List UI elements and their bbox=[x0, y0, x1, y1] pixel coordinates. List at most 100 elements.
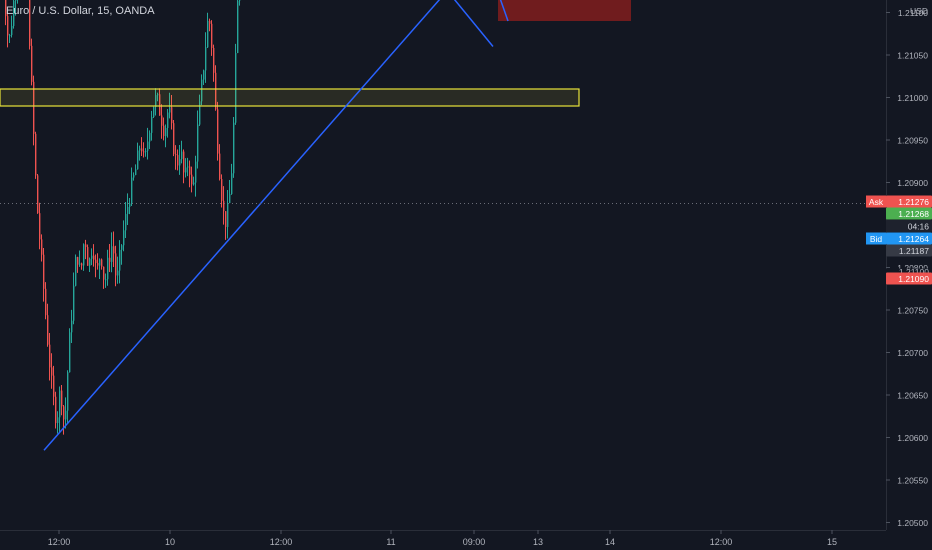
trendlines-layer[interactable] bbox=[43, 0, 596, 451]
candle-body bbox=[111, 246, 113, 262]
countdown-label-bg bbox=[886, 220, 932, 232]
price-axis-tick-label: 1.21050 bbox=[897, 51, 928, 61]
major-uptrend-line[interactable] bbox=[43, 0, 596, 451]
candle-body bbox=[37, 175, 39, 214]
candle-body bbox=[155, 95, 157, 108]
candle-body bbox=[63, 406, 65, 420]
candle-body bbox=[235, 52, 237, 123]
candle-body bbox=[59, 390, 61, 418]
candle-body bbox=[159, 94, 161, 116]
candles-layer bbox=[5, 0, 241, 435]
candle-body bbox=[117, 270, 119, 276]
wedge-lower-line[interactable] bbox=[378, 0, 494, 47]
candle-body bbox=[71, 320, 73, 333]
candle-body bbox=[61, 390, 63, 407]
candle-body bbox=[187, 166, 189, 168]
stop-price-label-bg bbox=[886, 272, 932, 285]
candle-body bbox=[197, 124, 199, 162]
candle-body bbox=[157, 94, 159, 96]
entry-level-label: 1.21187 bbox=[899, 246, 929, 256]
candle-body bbox=[203, 70, 205, 80]
price-axis-tick-label: 1.20950 bbox=[897, 136, 928, 146]
candle-body bbox=[127, 206, 129, 214]
candle-body bbox=[211, 23, 213, 48]
candle-body bbox=[179, 159, 181, 166]
candle-body bbox=[35, 133, 37, 176]
candle-body bbox=[91, 255, 93, 259]
candle-body bbox=[5, 0, 7, 17]
candle-body bbox=[97, 263, 99, 266]
candle-body bbox=[153, 107, 155, 118]
candle-body bbox=[53, 375, 55, 397]
candle-body bbox=[133, 174, 135, 178]
candle-body bbox=[225, 211, 227, 227]
candle-body bbox=[167, 112, 169, 129]
candle-body bbox=[229, 193, 231, 203]
candle-body bbox=[79, 263, 81, 265]
candle-body bbox=[85, 244, 87, 248]
candle-body bbox=[75, 257, 77, 286]
candle-body bbox=[215, 72, 217, 110]
candle-body bbox=[81, 263, 83, 266]
long-position-tool[interactable] bbox=[498, 0, 631, 21]
candle-body bbox=[213, 47, 215, 73]
candle-body bbox=[239, 0, 241, 1]
bid-label: Bid bbox=[870, 234, 883, 244]
time-axis-tick-label: 15 bbox=[827, 537, 837, 547]
price-axis-tick-label: 1.20500 bbox=[897, 518, 928, 528]
ask-price-label-bg bbox=[886, 195, 932, 208]
time-axis-tick-label: 12:00 bbox=[270, 537, 293, 547]
price-axis-tick-label: 1.21100 bbox=[898, 8, 928, 18]
candle-body bbox=[43, 254, 45, 289]
candle-body bbox=[199, 101, 201, 125]
currency-label: USD bbox=[910, 6, 928, 16]
price-axis-tick-label: 1.20900 bbox=[897, 178, 928, 188]
price-axis-tick-label: 1.21000 bbox=[897, 93, 928, 103]
candle-body bbox=[69, 332, 71, 373]
candle-body bbox=[109, 257, 111, 262]
time-axis-tick-label: 12:00 bbox=[710, 537, 733, 547]
candle-body bbox=[105, 279, 107, 281]
ask-label: Ask bbox=[869, 197, 884, 207]
candle-body bbox=[201, 79, 203, 102]
candle-body bbox=[129, 203, 131, 207]
candle-body bbox=[103, 266, 105, 280]
candle-body bbox=[191, 174, 193, 185]
stop-price-label: 1.21090 bbox=[898, 274, 929, 284]
candle-body bbox=[7, 16, 9, 36]
candle-body bbox=[151, 117, 153, 133]
price-axis-tick-label: 1.20700 bbox=[897, 348, 928, 358]
candle-body bbox=[13, 0, 15, 26]
time-axis-tick-label: 13 bbox=[533, 537, 543, 547]
candle-body bbox=[233, 122, 235, 174]
candle-body bbox=[231, 173, 233, 194]
candle-body bbox=[195, 161, 197, 183]
time-axis[interactable]: 12:00 10 12:00 11 09:00 13 14 12:00 15 bbox=[0, 530, 886, 547]
candle-body bbox=[99, 259, 101, 266]
price-axis-tick-label: 1.20750 bbox=[897, 306, 928, 316]
candle-body bbox=[11, 25, 13, 36]
candle-body bbox=[83, 244, 85, 266]
candle-body bbox=[125, 213, 127, 231]
bid-price-label-bg bbox=[886, 232, 932, 245]
candle-body bbox=[161, 115, 163, 126]
position-stop-area[interactable] bbox=[498, 0, 631, 21]
price-axis[interactable]: 1.21750USD1.217001.216501.216001.215501.… bbox=[886, 0, 932, 530]
bid-label-bg bbox=[866, 232, 886, 245]
candle-body bbox=[89, 258, 91, 266]
zones-layer[interactable] bbox=[0, 0, 580, 107]
price-axis-tick-label: 1.20600 bbox=[897, 433, 928, 443]
candle-body bbox=[123, 230, 125, 246]
candle-body bbox=[77, 257, 79, 265]
candle-body bbox=[15, 0, 17, 1]
lower-zone[interactable] bbox=[0, 88, 580, 107]
candle-body bbox=[177, 154, 179, 166]
candle-body bbox=[73, 285, 75, 321]
price-axis-tick-label: 1.20800 bbox=[897, 263, 928, 273]
candle-body bbox=[119, 249, 121, 271]
candle-body bbox=[49, 344, 51, 368]
ask-price-label: 1.21276 bbox=[898, 197, 929, 207]
candle-body bbox=[169, 107, 171, 113]
